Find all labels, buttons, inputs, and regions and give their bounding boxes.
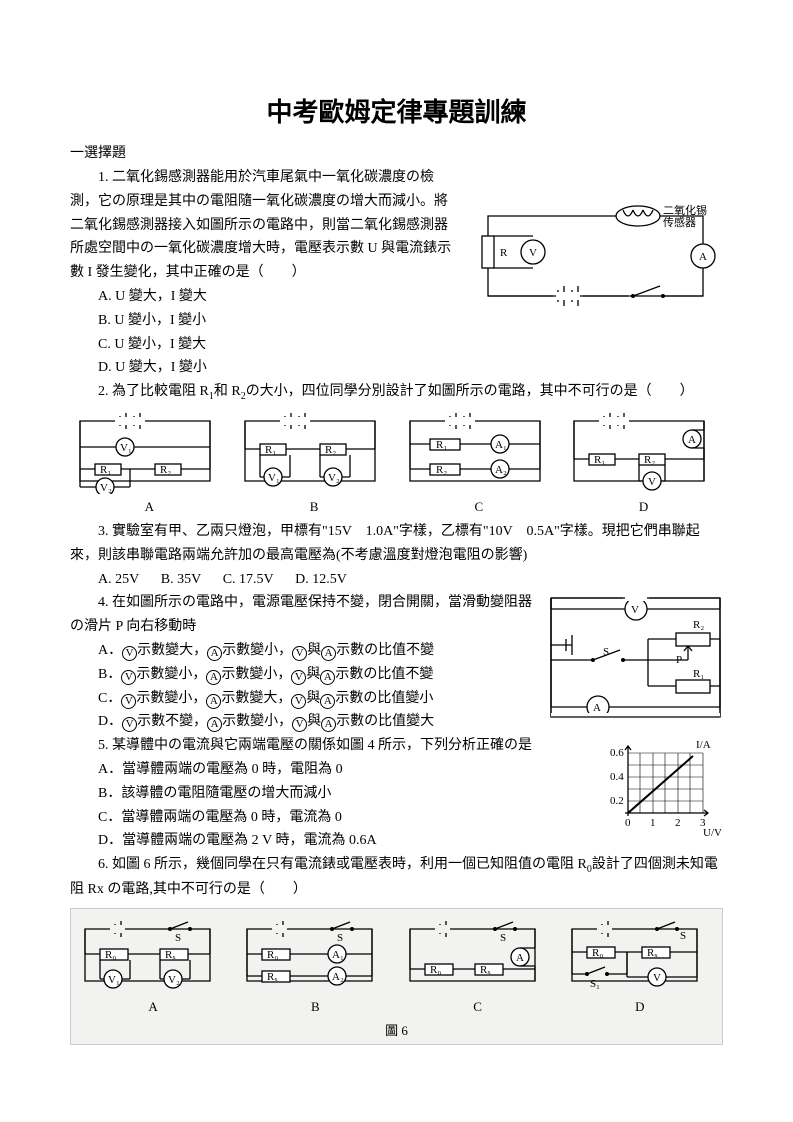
svg-text:Rₓ: Rₓ [165, 949, 176, 961]
svg-text:S₁: S₁ [590, 978, 600, 990]
svg-text:R₁: R₁ [265, 444, 276, 456]
svg-text:Rₓ: Rₓ [647, 947, 658, 959]
svg-text:V: V [653, 972, 661, 984]
q5-graph: I/A 0.6 0.4 0.2 0 1 2 3 U/V [608, 738, 723, 838]
svg-text:V: V [648, 476, 656, 488]
svg-text:二氧化锡: 二氧化锡 [663, 203, 707, 217]
svg-text:R₂: R₂ [693, 619, 704, 631]
svg-text:A: A [593, 702, 601, 714]
q6-circuit-b: S R₀ A₁ Rₓ A₂ [237, 919, 382, 994]
svg-text:S: S [175, 932, 181, 944]
q6-stem: 6. 如圖 6 所示，幾個同學在只有電流錶或電壓表時，利用一個已知阻值の電阻 R… [70, 853, 723, 902]
svg-text:S: S [680, 930, 686, 942]
q6-circuit-d: S R₀ Rₓ S₁ V [562, 919, 707, 994]
section-heading: 一選擇題 [70, 142, 723, 166]
q2-circuit-d: A R₁ R₂ V [564, 409, 714, 494]
svg-text:A₁: A₁ [495, 439, 507, 451]
svg-text:V₁: V₁ [268, 472, 280, 484]
q2-circuit-a: V₁ R₁ R₂ V₂ [70, 409, 220, 494]
svg-text:R₂: R₂ [644, 454, 655, 466]
svg-text:V₁: V₁ [108, 974, 120, 986]
q3-opt-b: B. 35V [161, 572, 201, 587]
svg-text:R₀: R₀ [267, 949, 278, 961]
q2-circuit-c: R₁ A₁ R₂ A₂ [400, 409, 550, 494]
svg-text:V: V [631, 604, 639, 616]
q3-opt-c: C. 17.5V [223, 572, 274, 587]
svg-text:R₀: R₀ [430, 964, 441, 976]
q3-opt-d: D. 12.5V [295, 572, 347, 587]
q2-circuit-b: R₁ R₂ V₁ V₂ [235, 409, 385, 494]
svg-text:传感器: 传感器 [663, 216, 696, 229]
svg-text:V₂: V₂ [328, 472, 340, 484]
question-4: V S R₂ P R₁ A [70, 591, 723, 734]
q6-caption: 圖 6 [75, 1020, 718, 1042]
svg-text:R₀: R₀ [105, 949, 116, 961]
svg-text:S: S [337, 932, 343, 944]
svg-text:0.4: 0.4 [610, 771, 624, 783]
question-2: 2. 為了比較電阻 R1和 R2の大小，四位同學分別設計了如圖所示の電路，其中不… [70, 380, 723, 518]
question-6: 6. 如圖 6 所示，幾個同學在只有電流錶或電壓表時，利用一個已知阻值の電阻 R… [70, 853, 723, 1045]
svg-text:A: A [699, 251, 707, 263]
q3-stem: 3. 實驗室有甲、乙兩只燈泡，甲標有"15V 1.0A"字樣，乙標有"10V 0… [70, 520, 723, 568]
question-5: I/A 0.6 0.4 0.2 0 1 2 3 U/V 5. 某導體中の電流與它… [70, 734, 723, 853]
q1-circuit-diagram: R V 二氧化锡 传感器 A [468, 196, 723, 316]
q4-circuit-diagram: V S R₂ P R₁ A [548, 595, 723, 720]
svg-text:Rₓ: Rₓ [267, 971, 278, 983]
svg-text:A₂: A₂ [332, 971, 344, 983]
svg-text:U/V: U/V [703, 827, 722, 838]
q6-figure-panel: S R₀ Rₓ V₁ V₂ A S R₀ A₁ R [70, 908, 723, 1045]
question-1: R V 二氧化锡 传感器 A 1. 二氧化錫感測器能用於汽車尾氣中一氧化碳濃度の… [70, 166, 723, 380]
q3-opt-a: A. 25V [98, 572, 139, 587]
svg-text:V₂: V₂ [168, 974, 180, 986]
q1-opt-c: C. U 變小，I 變大 [98, 333, 723, 357]
svg-text:R₁: R₁ [100, 464, 111, 476]
svg-text:R₂: R₂ [325, 444, 336, 456]
svg-text:Rₓ: Rₓ [480, 964, 491, 976]
svg-text:0: 0 [625, 817, 631, 829]
q6-circuit-c: S A R₀ Rₓ [400, 919, 545, 994]
svg-text:I/A: I/A [696, 739, 711, 751]
svg-text:V₂: V₂ [100, 482, 112, 494]
svg-text:V: V [529, 247, 537, 259]
svg-text:0.2: 0.2 [610, 795, 624, 807]
svg-text:R₁: R₁ [693, 668, 704, 680]
svg-text:A₁: A₁ [332, 949, 344, 961]
svg-text:A₂: A₂ [495, 464, 507, 476]
q2-stem: 2. 為了比較電阻 R1和 R2の大小，四位同學分別設計了如圖所示の電路，其中不… [70, 380, 723, 405]
svg-text:R₂: R₂ [160, 464, 171, 476]
q1-opt-d: D. U 變大，I 變小 [98, 356, 723, 380]
svg-text:V₁: V₁ [120, 442, 132, 454]
svg-text:0.6: 0.6 [610, 747, 624, 759]
q2-figure-row: V₁ R₁ R₂ V₂ A R₁ R₂ V₁ V₂ B [70, 409, 723, 518]
page-title: 中考歐姆定律專題訓練 [70, 90, 723, 134]
svg-text:2: 2 [675, 817, 681, 829]
svg-text:R: R [500, 247, 508, 259]
q6-circuit-a: S R₀ Rₓ V₁ V₂ [75, 919, 220, 994]
svg-text:R₁: R₁ [436, 439, 447, 451]
svg-text:S: S [500, 932, 506, 944]
svg-text:A: A [688, 434, 696, 446]
svg-text:1: 1 [650, 817, 656, 829]
svg-text:R₂: R₂ [436, 464, 447, 476]
svg-text:A: A [516, 952, 524, 964]
svg-text:R₁: R₁ [594, 454, 605, 466]
question-3: 3. 實驗室有甲、乙兩只燈泡，甲標有"15V 1.0A"字樣，乙標有"10V 0… [70, 520, 723, 591]
q3-options: A. 25V B. 35V C. 17.5V D. 12.5V [70, 568, 723, 592]
svg-text:R₀: R₀ [592, 947, 603, 959]
